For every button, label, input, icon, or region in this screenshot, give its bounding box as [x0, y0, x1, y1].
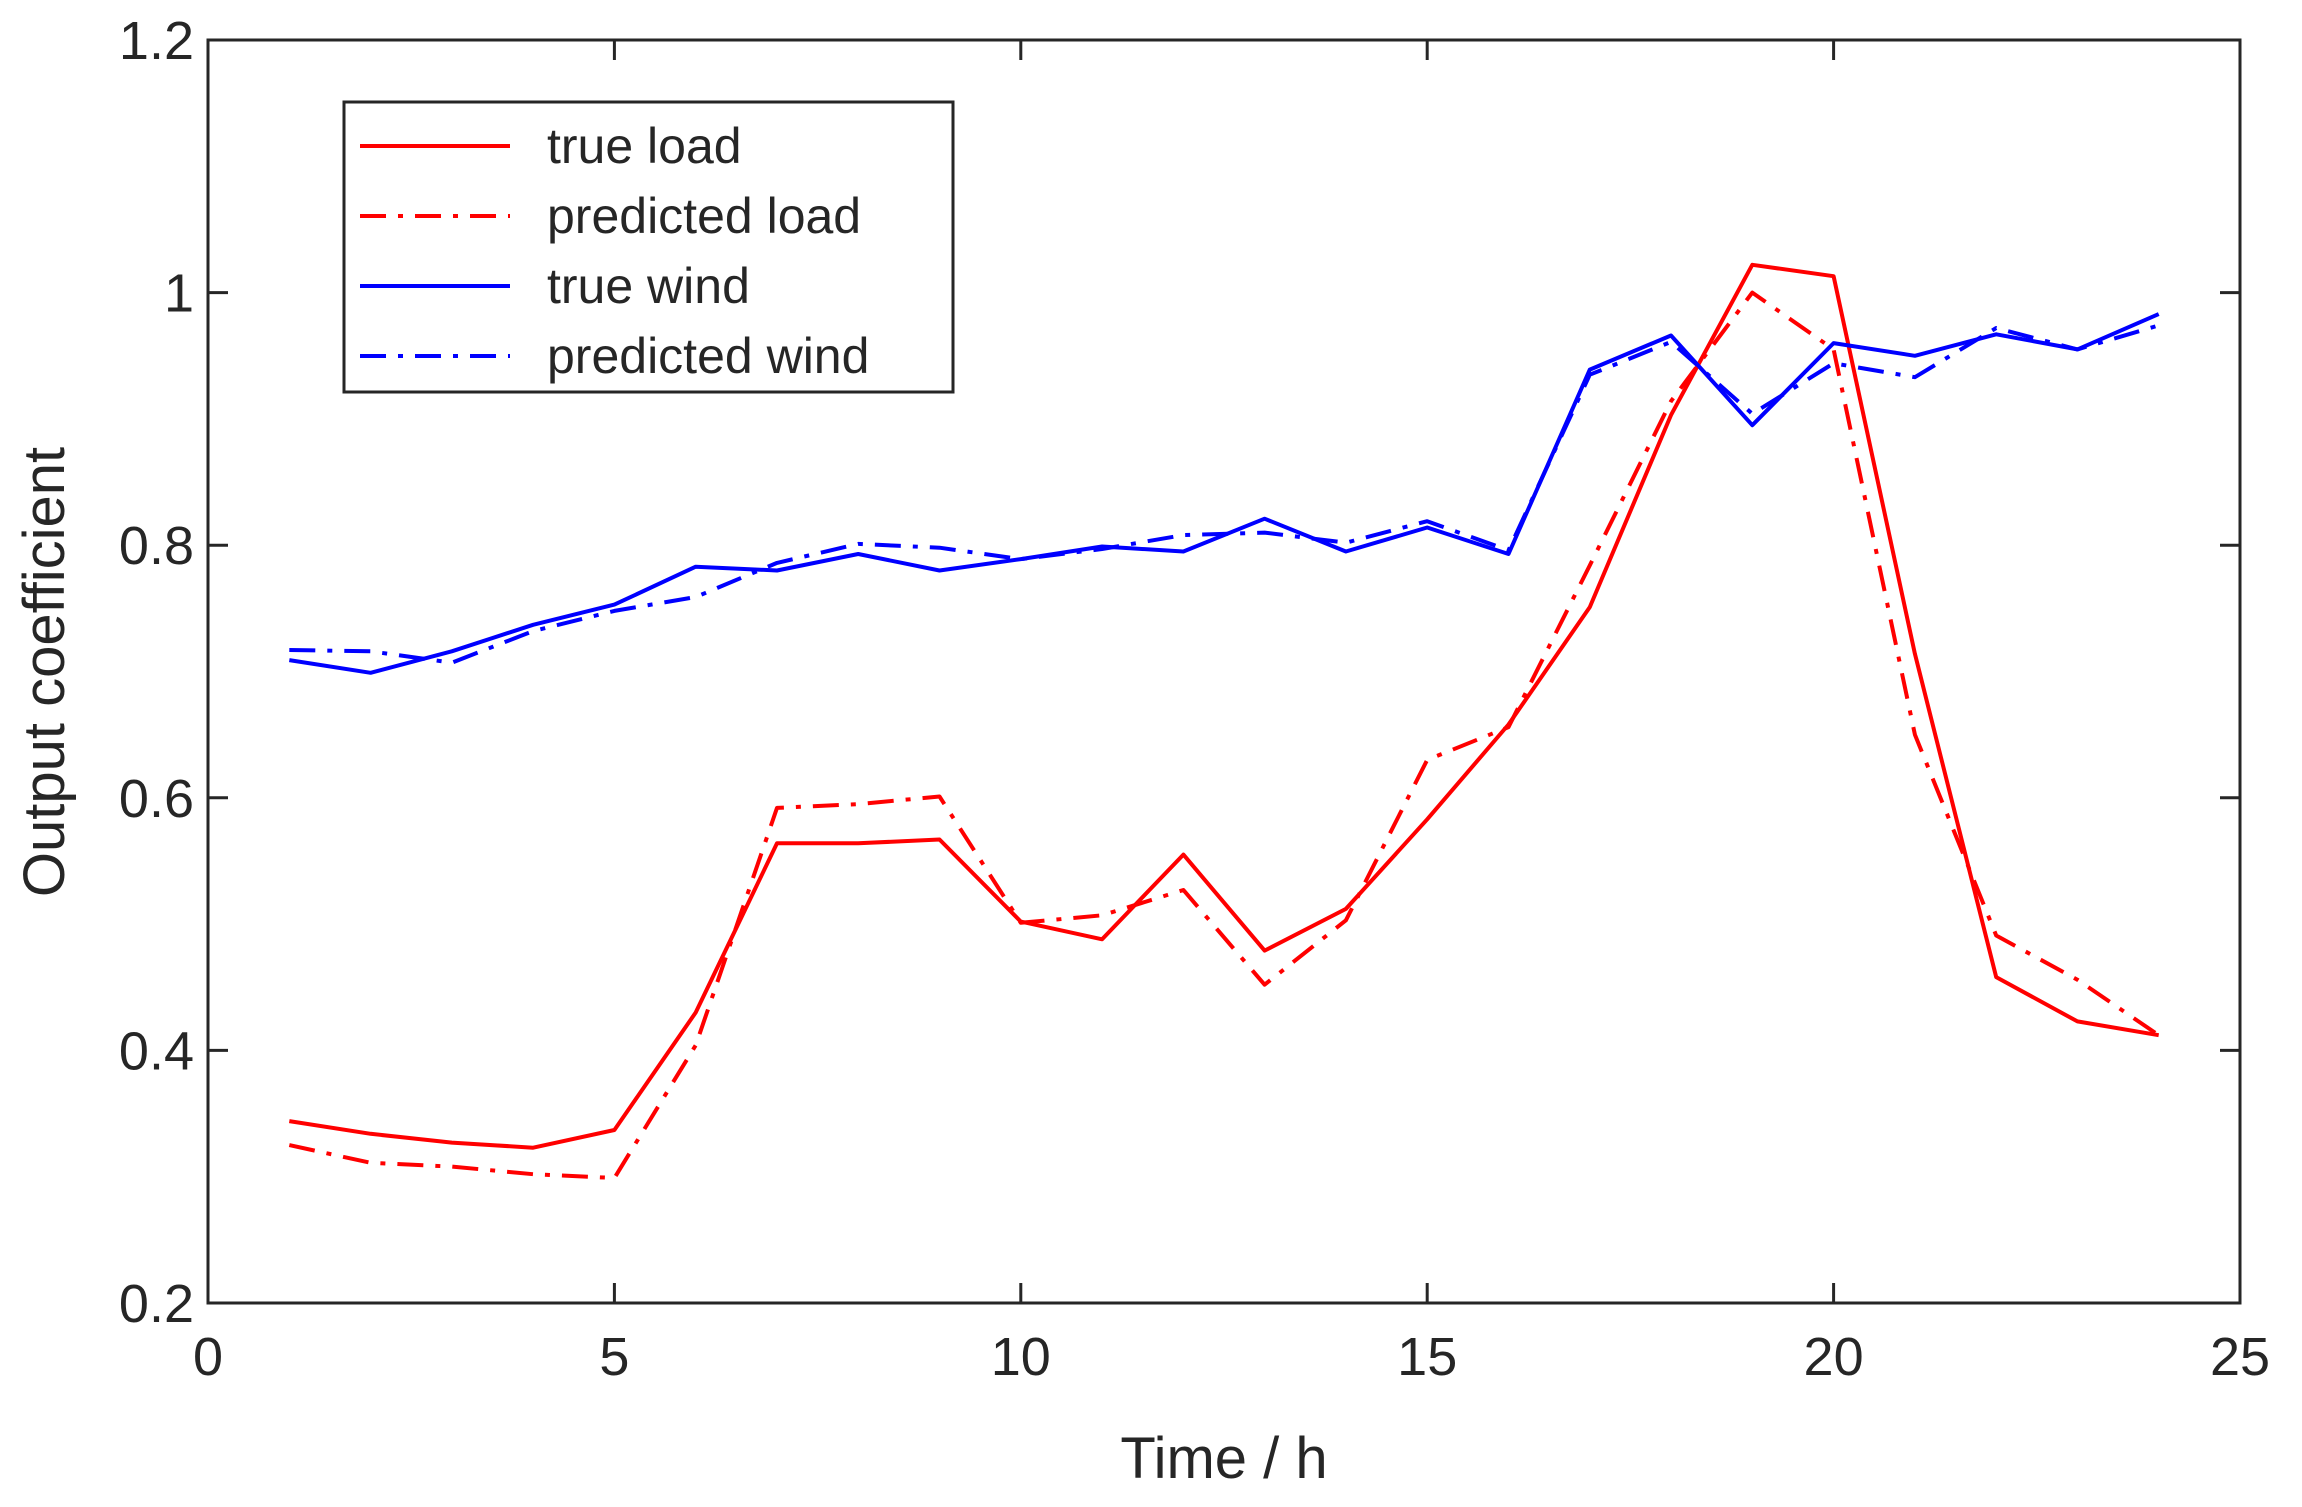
axis-ticks: 0 5 10 15 20 25 0.2 0.4 0.6 0.8 1 1.2 — [119, 11, 2270, 1387]
legend-entries: true load predicted load true wind predicte… — [360, 118, 869, 384]
y-tick-label: 0.2 — [119, 1274, 194, 1334]
y-tick-label: 1 — [164, 264, 194, 324]
legend-label-predicted-wind: predicted wind — [547, 328, 869, 384]
legend-label-predicted-load: predicted load — [547, 188, 861, 244]
y-tick-label: 0.6 — [119, 769, 194, 829]
legend: true load predicted load true wind predicte… — [342, 100, 955, 394]
y-tick-label: 0.4 — [119, 1021, 194, 1081]
legend-label-true-load: true load — [547, 118, 742, 174]
y-axis-label: Output coefficient — [12, 447, 77, 897]
x-tick-label: 10 — [991, 1327, 1051, 1387]
series-line-true-load — [288, 262, 2160, 1150]
y-tick-label: 0.8 — [119, 516, 194, 576]
series-layer — [288, 262, 2160, 1180]
x-axis-label: Time / h — [1120, 1426, 1327, 1491]
legend-label-true-wind: true wind — [547, 258, 750, 314]
x-tick-label: 25 — [2210, 1327, 2270, 1387]
series-line-predicted-wind — [289, 323, 2160, 665]
x-tick-label: 20 — [1804, 1327, 1864, 1387]
y-tick-label: 1.2 — [119, 11, 194, 71]
series-line-predicted-load — [288, 290, 2160, 1180]
x-tick-label: 0 — [193, 1327, 223, 1387]
x-tick-label: 5 — [599, 1327, 629, 1387]
x-tick-label: 15 — [1397, 1327, 1457, 1387]
legend-box — [342, 100, 955, 394]
